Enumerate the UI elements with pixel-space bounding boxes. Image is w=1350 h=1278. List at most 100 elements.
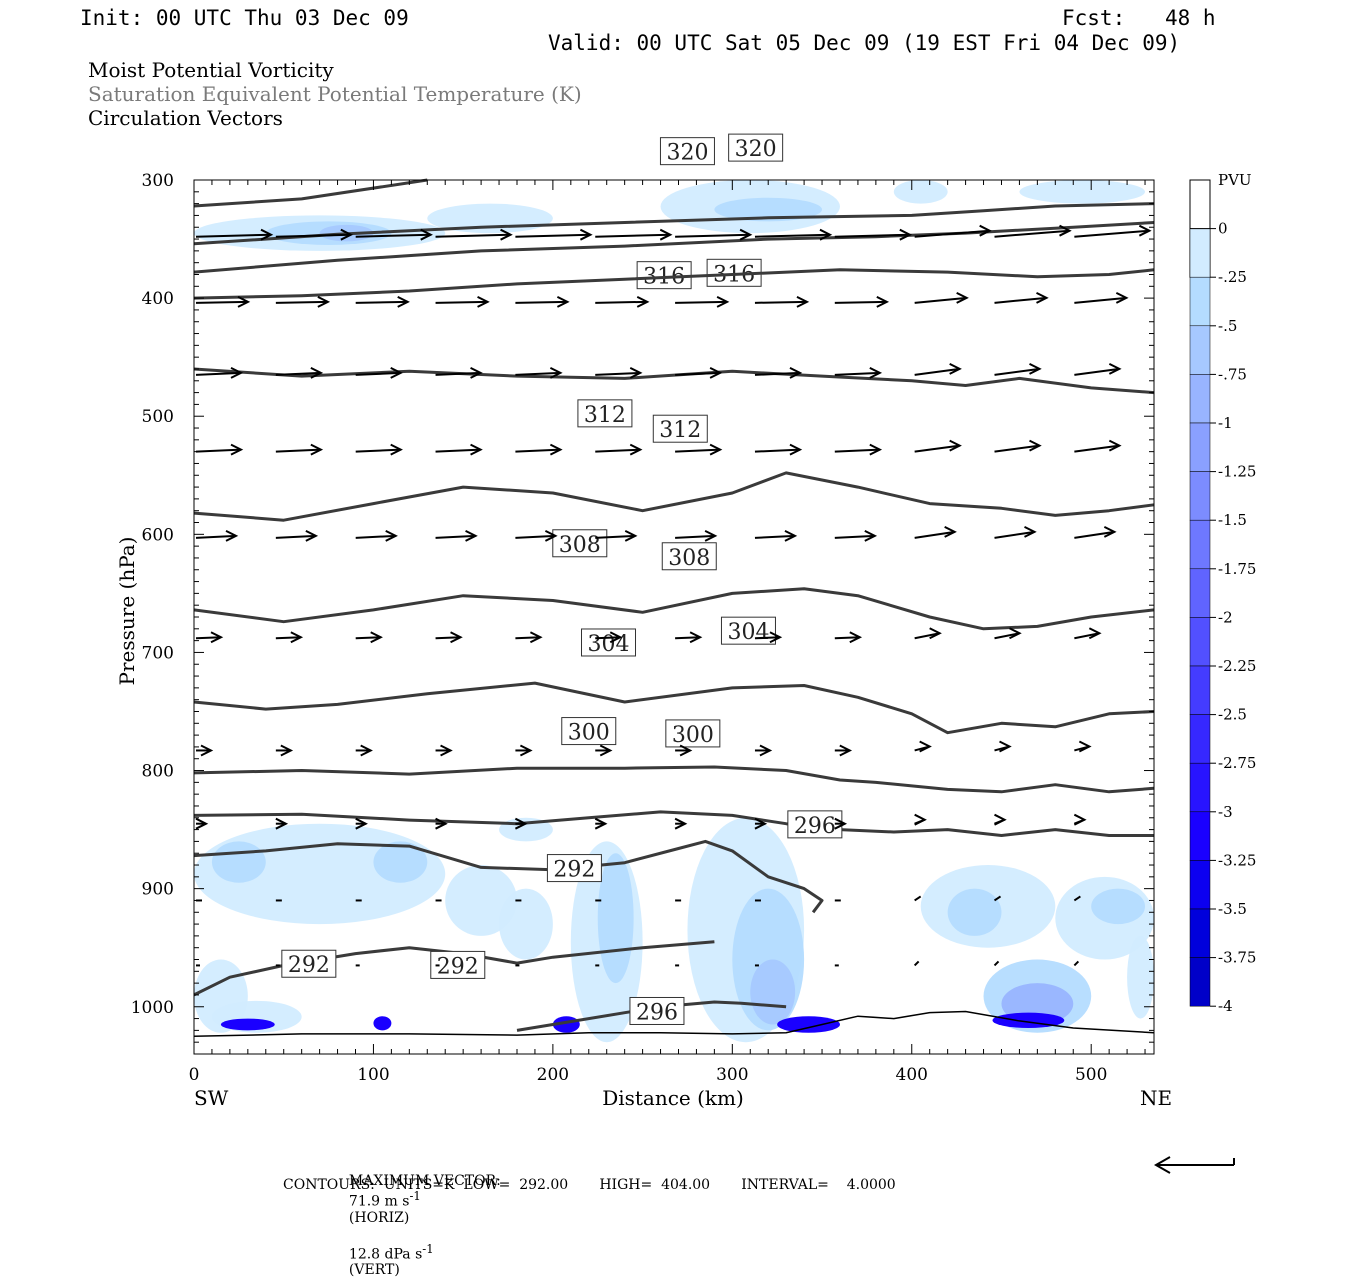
vector-arrowhead — [397, 295, 410, 308]
colorbar-label: -3 — [1218, 803, 1233, 821]
reference-vector — [1153, 1156, 1235, 1174]
contour-label-box — [652, 414, 708, 443]
vector-arrowhead — [624, 529, 638, 542]
colorbar-label: -.75 — [1218, 365, 1247, 383]
vector-arrowhead — [716, 295, 730, 308]
contour-label: 308 — [559, 533, 601, 558]
vector-arrow — [355, 233, 431, 238]
vector-arrowhead — [1029, 439, 1042, 452]
vector-arrowhead — [839, 744, 853, 757]
vector-arrow — [914, 444, 960, 453]
max-vector-readout: MAXIMUM VECTOR: 71.9 m s-1 (HORIZ) 12.8 … — [340, 1157, 501, 1278]
y-tick-label: 700 — [142, 643, 174, 663]
vector-arrow — [834, 534, 875, 539]
vector-arrow — [595, 300, 648, 304]
vector-arrowhead — [739, 228, 753, 241]
x-tick-label: 300 — [716, 1065, 748, 1085]
vector-arrow — [435, 636, 461, 640]
contour-label: 308 — [668, 546, 710, 571]
vert-tag: (VERT) — [348, 1262, 400, 1278]
vector-arrow — [994, 229, 1070, 238]
vector-arrowhead — [195, 817, 209, 830]
forecast-hour: 48 h — [1165, 6, 1216, 30]
colorbar-label: -1.75 — [1218, 560, 1256, 578]
vector-arrow — [914, 296, 967, 304]
vector-arrowhead — [899, 228, 913, 241]
vector-arrow — [515, 371, 561, 376]
vector-arrowhead — [260, 228, 274, 241]
colorbar-label: -2 — [1218, 608, 1233, 626]
contour-label-box — [546, 854, 602, 883]
contour-label: 292 — [288, 953, 330, 978]
vector-arrow — [435, 371, 481, 376]
vert-exp: -1 — [422, 1241, 434, 1256]
contour-line-332 — [193, 178, 428, 208]
vector-arrowhead — [290, 631, 304, 644]
vector-arrowhead — [435, 817, 448, 830]
vector-arrow — [994, 296, 1047, 304]
vector-arrowhead — [500, 228, 513, 241]
contour-label-box — [577, 399, 633, 428]
vector-arrow — [195, 300, 249, 304]
vector-arrowhead — [979, 224, 992, 237]
vector-arrowhead — [629, 366, 643, 379]
vector-arrowhead — [796, 295, 810, 308]
vector-arrow — [914, 632, 940, 640]
contour-label-box — [661, 542, 717, 571]
y-tick-label: 600 — [142, 525, 174, 545]
vector-arrowhead — [1108, 439, 1122, 452]
vector-arrow — [754, 448, 800, 453]
vector-arrow — [435, 534, 476, 539]
vector-arrow — [195, 534, 237, 539]
colorbar-swatch — [1189, 957, 1211, 1007]
vector-arrow — [834, 448, 880, 453]
vector-arrow — [834, 636, 860, 640]
vector-arrowhead — [529, 631, 543, 644]
circulation-vectors — [195, 224, 1152, 967]
vector-arrowhead — [230, 443, 244, 456]
vector-arrow — [754, 636, 780, 640]
vector-arrowhead — [914, 813, 927, 826]
vector-arrowhead — [200, 744, 214, 757]
vector-arrow — [754, 233, 830, 238]
contour-label: 320 — [735, 137, 777, 162]
pv-shading — [194, 180, 1155, 1043]
vector-arrow — [515, 300, 568, 304]
vector-arrowhead — [949, 362, 962, 375]
vector-arrow — [595, 371, 641, 376]
vector-arrow — [754, 534, 796, 539]
contour-label: 292 — [553, 858, 595, 883]
x-axis-label: Distance (km) — [602, 1086, 744, 1110]
contour-label-box — [636, 261, 692, 290]
vector-arrowhead — [210, 631, 224, 644]
colorbar-label: -3.75 — [1218, 949, 1256, 967]
contour-line-312 — [193, 471, 1155, 522]
contour-label: 312 — [584, 403, 626, 428]
vector-arrowhead — [1024, 525, 1037, 538]
pv-region — [893, 180, 948, 204]
colorbar-label: -2.25 — [1218, 657, 1256, 675]
vector-arrow — [1073, 960, 1080, 967]
vector-arrowhead — [929, 627, 942, 640]
colorbar-label: -.25 — [1218, 268, 1247, 286]
vector-arrow — [914, 229, 990, 238]
vector-arrow — [355, 534, 396, 539]
vector-arrowhead — [1036, 291, 1049, 304]
vector-arrowhead — [784, 529, 798, 542]
contour-label-box — [728, 133, 784, 162]
vector-arrow — [913, 960, 920, 967]
vector-arrowhead — [519, 744, 533, 757]
y-tick-label: 800 — [142, 762, 174, 782]
vector-arrow — [1074, 444, 1120, 453]
colorbar-label: -3.5 — [1218, 900, 1247, 918]
y-tick-label: 1000 — [131, 998, 174, 1018]
contour-label: 304 — [727, 620, 769, 645]
vector-arrowhead — [819, 228, 833, 241]
vector-arrowhead — [1115, 291, 1129, 304]
vector-arrowhead — [789, 366, 803, 379]
contour-info: CONTOURS: UNITS=K LOW= 292.00 HIGH= 404.… — [283, 1177, 896, 1193]
contour-label-box — [629, 996, 685, 1025]
colorbar-swatch — [1189, 811, 1211, 861]
axes: 300 400 500 600 700 800 900 1000 0 100 200 300 400 50… — [115, 171, 1172, 1110]
vector-arrowhead — [280, 744, 294, 757]
